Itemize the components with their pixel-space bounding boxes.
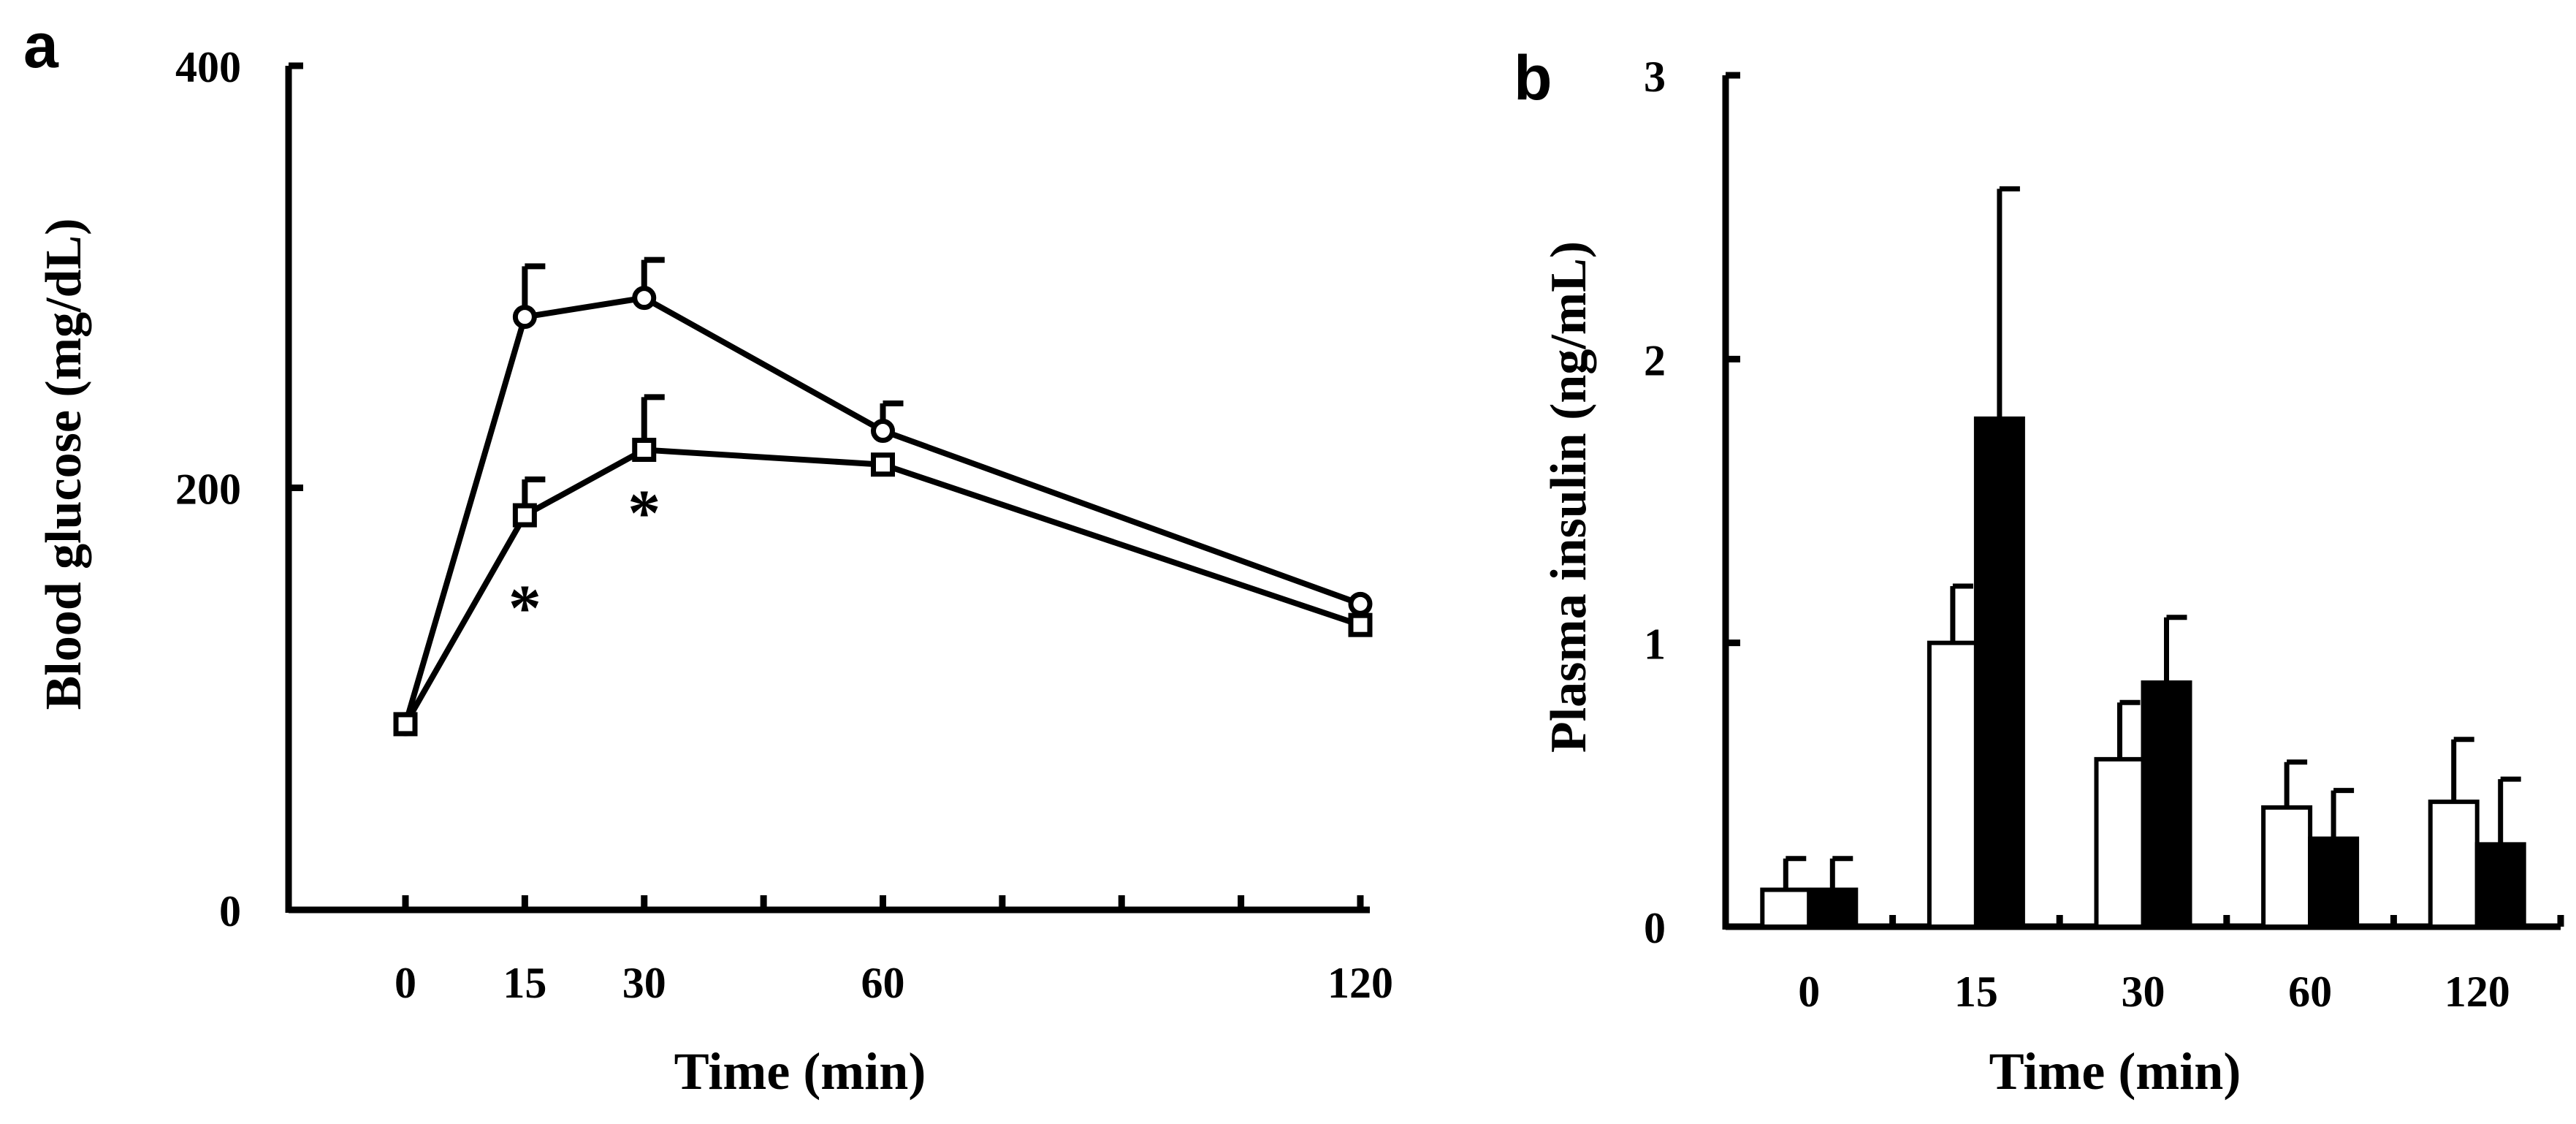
panel-b-bar-open (1927, 640, 1978, 930)
panel-b-x-tick-label: 15 (1954, 968, 1998, 1016)
panel-a-asterisk: * (628, 477, 660, 550)
panel-b-y-tick-label: 0 (1644, 904, 1666, 952)
panel-a-x-tick-label: 60 (861, 959, 905, 1007)
panel-a-axes (285, 62, 1370, 914)
panel-b-bar-filled (2308, 836, 2360, 930)
panel-a-marker-circle (512, 305, 537, 330)
panel-a-y-tick-labels: 0 200 400 (175, 43, 241, 935)
panel-a-y-axis-label: Blood glucose (mg/dL) (36, 219, 92, 710)
panel-a-x-tick-label: 15 (503, 959, 546, 1007)
panel-b-bar-filled (2141, 680, 2192, 929)
panel-a-marker-square (512, 503, 537, 528)
panel-a-marker-square (393, 712, 418, 737)
panel-a-y-tick-label: 400 (175, 43, 241, 91)
panel-a-series-line-circle (403, 295, 1362, 726)
panel-b-letter: b (1514, 43, 1552, 113)
panel-b-x-tick-label: 120 (2444, 968, 2510, 1016)
panel-a-x-tick-label: 30 (622, 959, 666, 1007)
panel-b-bar-filled (1973, 416, 2025, 929)
panel-a-series-line-square (403, 447, 1362, 726)
panel-b-x-tick-label: 60 (2288, 968, 2332, 1016)
panel-a-marker-circle (871, 419, 895, 444)
panel-a-x-tick-label: 120 (1327, 959, 1393, 1007)
panel-b-x-tick-labels: 0 15 30 60 120 (1798, 968, 2510, 1016)
panel-a-x-tick-label: 0 (395, 959, 416, 1007)
panel-b-error-bars (1783, 186, 2521, 890)
panel-b-bar-open (1760, 887, 1812, 930)
panel-b-y-tick-label: 3 (1644, 53, 1666, 101)
panel-b-bar-open (2094, 756, 2146, 929)
panel-b-x-tick-label: 30 (2122, 968, 2165, 1016)
panel-b-y-axis-label: Plasma insulin (ng/mL) (1541, 241, 1597, 753)
panel-a-letter: a (23, 11, 59, 81)
panel-a-marker-square (632, 438, 657, 463)
panel-b-bar-open (2428, 800, 2480, 929)
panel-a-marker-square (1348, 612, 1373, 637)
panel-a-series-lines (403, 295, 1362, 726)
panel-a-x-axis-label: Time (min) (674, 1042, 926, 1101)
panel-b-x-tick-label: 0 (1798, 968, 1820, 1016)
panel-a-glucose-chart: a Blood glucose (mg/dL) Time (min) 0 200 4… (23, 11, 1393, 1101)
panel-b-bar-filled (1807, 887, 1859, 930)
panel-a-x-tick-labels: 0 15 30 60 120 (395, 959, 1393, 1007)
panel-b-y-tick-labels: 0 1 2 3 (1644, 53, 1666, 952)
panel-b-insulin-chart: b Plasma insulin (ng/mL) Time (min) 0 1 2 3… (1514, 43, 2564, 1101)
panel-a-marker-circle (1348, 591, 1373, 616)
panel-a-markers (393, 286, 1373, 737)
panel-a-y-tick-label: 200 (175, 466, 241, 514)
panel-a-marker-square (871, 452, 895, 477)
panel-b-bar-filled (2474, 842, 2526, 929)
panel-a-y-tick-label: 0 (219, 887, 241, 935)
panel-b-y-tick-label: 1 (1644, 620, 1666, 669)
panel-a-asterisk: * (508, 572, 541, 645)
panel-b-y-tick-label: 2 (1644, 336, 1666, 384)
panel-b-bar-open (2261, 805, 2313, 930)
panel-a-marker-circle (632, 286, 657, 311)
panel-b-x-axis-label: Time (min) (1989, 1042, 2241, 1101)
panel-a-error-bars (522, 257, 904, 516)
panel-b-bars (1760, 416, 2526, 930)
panel-a-significance-marks: ** (508, 477, 660, 645)
